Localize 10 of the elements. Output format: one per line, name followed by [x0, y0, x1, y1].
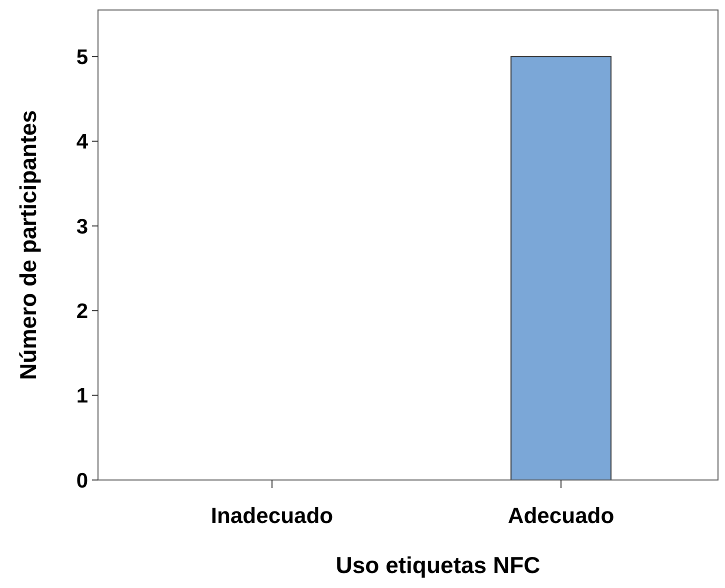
- y-tick-label: 2: [76, 300, 88, 323]
- x-tick-label: Adecuado: [508, 503, 614, 528]
- y-tick-label: 4: [76, 130, 88, 154]
- y-axis-title: Número de participantes: [15, 110, 41, 380]
- y-tick-label: 5: [76, 46, 88, 69]
- x-axis-title: Uso etiquetas NFC: [336, 552, 540, 578]
- y-tick-label: 1: [76, 384, 88, 408]
- y-tick-label: 0: [76, 469, 88, 492]
- x-tick-label: Inadecuado: [210, 503, 334, 528]
- y-tick-label: 3: [76, 215, 88, 238]
